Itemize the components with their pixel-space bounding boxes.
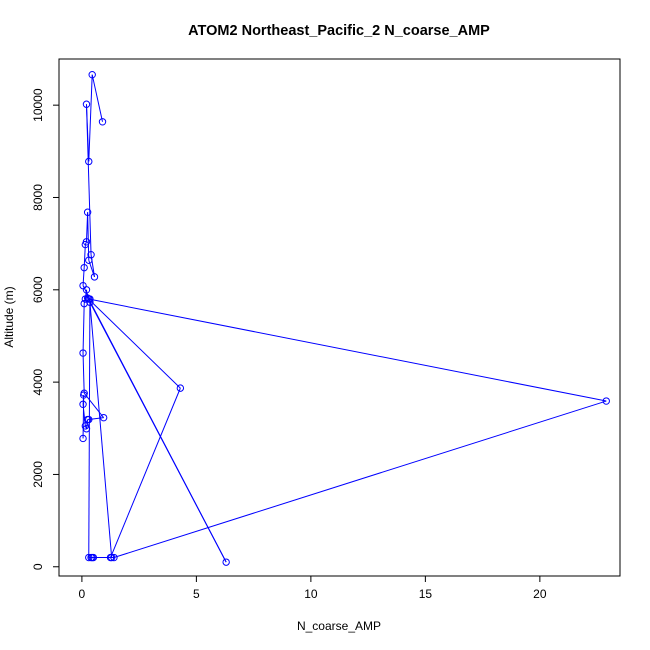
chart-title: ATOM2 Northeast_Pacific_2 N_coarse_AMP bbox=[188, 23, 490, 39]
data-point bbox=[90, 273, 99, 281]
data-point bbox=[86, 298, 94, 306]
series-segment bbox=[89, 302, 113, 558]
series-segment bbox=[87, 297, 181, 389]
x-tick-label: 0 bbox=[79, 587, 86, 601]
series-segment bbox=[85, 419, 89, 429]
data-point bbox=[107, 553, 116, 562]
series-lines bbox=[82, 74, 607, 563]
data-point bbox=[98, 118, 107, 126]
series-segment bbox=[88, 298, 607, 402]
data-point bbox=[85, 415, 93, 424]
y-tick-label: 8000 bbox=[31, 184, 45, 211]
series-segment bbox=[82, 303, 85, 354]
series-segment bbox=[88, 298, 227, 563]
series-segment bbox=[84, 241, 87, 245]
data-point bbox=[82, 100, 91, 108]
data-point bbox=[79, 281, 87, 290]
x-tick-label: 10 bbox=[304, 587, 318, 601]
series-segment bbox=[110, 387, 181, 558]
data-point bbox=[79, 434, 87, 443]
data-point bbox=[82, 238, 91, 246]
data-point bbox=[80, 263, 88, 272]
data-point bbox=[88, 70, 96, 79]
series-points bbox=[79, 70, 610, 566]
plot-frame bbox=[58, 58, 621, 577]
data-point bbox=[79, 349, 87, 357]
y-axis: 0 2000 4000 6000 8000 10000 bbox=[31, 88, 60, 570]
x-tick-label: 15 bbox=[419, 587, 433, 601]
series-segment bbox=[88, 74, 93, 162]
data-point bbox=[85, 553, 93, 562]
data-point bbox=[88, 553, 96, 562]
data-point bbox=[80, 389, 88, 397]
series-segment bbox=[113, 400, 607, 559]
x-tick-label: 5 bbox=[193, 587, 200, 601]
series-segment bbox=[91, 74, 103, 122]
data-point bbox=[83, 208, 92, 216]
data-point bbox=[79, 400, 87, 408]
data-point bbox=[110, 553, 118, 562]
y-tick-label: 0 bbox=[31, 563, 45, 570]
data-point bbox=[87, 251, 95, 259]
y-axis-label: Altitude (m) bbox=[2, 286, 16, 347]
series-segment bbox=[83, 392, 105, 418]
x-tick-label: 20 bbox=[533, 587, 547, 601]
data-point bbox=[99, 413, 108, 422]
data-point bbox=[222, 558, 230, 566]
data-point bbox=[86, 295, 94, 303]
x-axis: 0 5 10 15 20 bbox=[79, 575, 547, 601]
y-tick-label: 10000 bbox=[31, 88, 45, 122]
data-point bbox=[82, 425, 91, 433]
series-segment bbox=[82, 353, 85, 394]
x-axis-label: N_coarse_AMP bbox=[297, 619, 381, 633]
y-tick-label: 6000 bbox=[31, 276, 45, 303]
series-segment bbox=[85, 104, 90, 162]
y-tick-label: 4000 bbox=[31, 368, 45, 395]
series-segment bbox=[83, 244, 86, 268]
data-point bbox=[85, 157, 93, 166]
y-tick-label: 2000 bbox=[31, 461, 45, 488]
data-point bbox=[602, 397, 610, 405]
data-point bbox=[176, 384, 185, 392]
